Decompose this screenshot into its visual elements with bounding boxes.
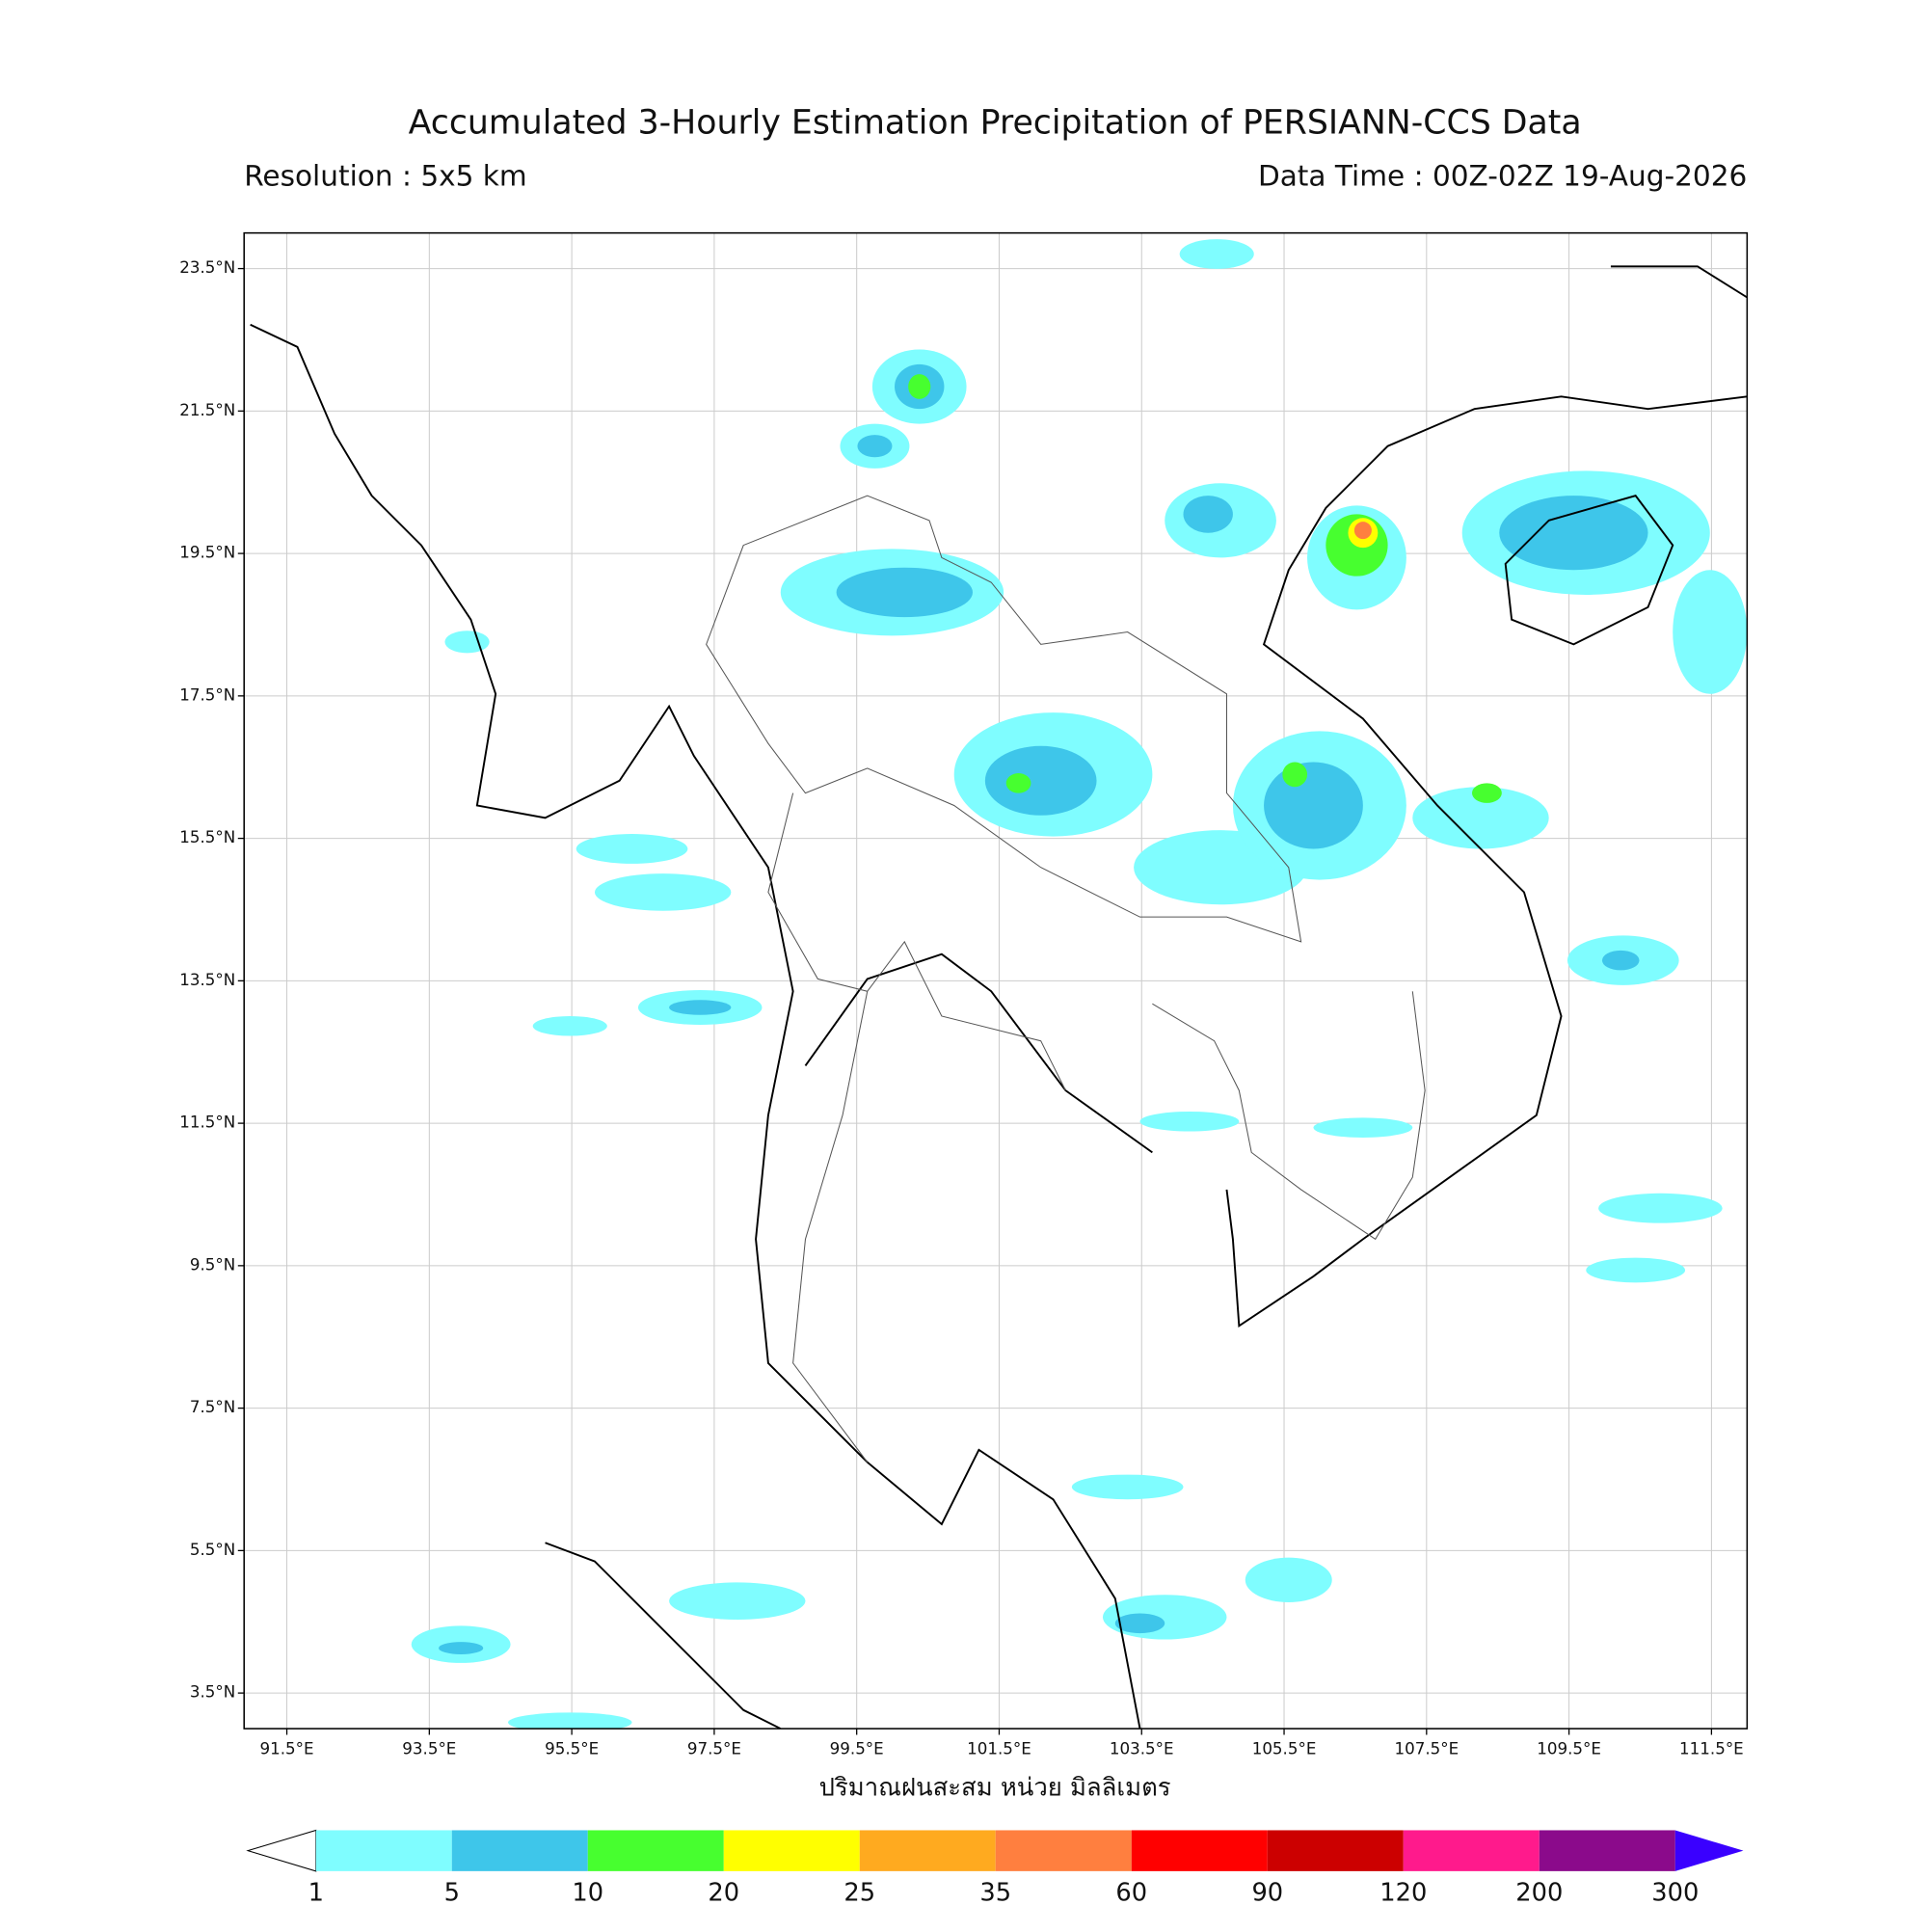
colorbar: 1 5 10 20 25 35 60 90 120 200 300 [246,1829,1744,1908]
x-tick-label: 105.5°E [1252,1738,1317,1758]
y-tick-label: 5.5°N [190,1540,235,1559]
colorbar-bin [1131,1830,1268,1871]
colorbar-label: 25 [844,1879,875,1908]
axis-ticks: 91.5°E 93.5°E 95.5°E 97.5°E 99.5°E 101.5°E 103… [179,257,1743,1758]
x-tick-label: 99.5°E [830,1738,884,1758]
x-tick-label: 111.5°E [1679,1738,1744,1758]
colorbar-bin [995,1830,1132,1871]
y-tick-label: 21.5°N [179,400,235,419]
resolution: Resolution : 5x5 km [244,159,527,192]
x-tick-label: 97.5°E [687,1738,741,1758]
x-tick-label: 103.5°E [1110,1738,1174,1758]
colorbar-bin [723,1830,860,1871]
x-tick-label: 107.5°E [1394,1738,1459,1758]
y-tick-label: 19.5°N [179,543,235,562]
colorbar-label: 300 [1651,1879,1699,1908]
title: Accumulated 3-Hourly Estimation Precipit… [409,104,1582,143]
colorbar-bin [1267,1830,1404,1871]
colorbar-label: 200 [1515,1879,1563,1908]
data-time: Data Time : 00Z-02Z 19-Aug-2026 [1258,159,1747,192]
x-tick-label: 91.5°E [260,1738,314,1758]
colorbar-bin [1403,1830,1540,1871]
y-tick-label: 9.5°N [190,1254,235,1274]
outlines [250,265,1748,1730]
colorbar-bin [587,1830,724,1871]
y-tick-label: 3.5°N [190,1682,235,1702]
y-tick-label: 7.5°N [190,1397,235,1416]
x-tick-label: 101.5°E [967,1738,1031,1758]
y-tick-label: 11.5°N [179,1113,235,1132]
x-tick-label: 93.5°E [402,1738,456,1758]
y-tick-label: 23.5°N [179,257,235,277]
x-tick-label: 109.5°E [1537,1738,1601,1758]
y-tick-label: 17.5°N [179,684,235,704]
colorbar-label: 20 [708,1879,739,1908]
colorbar-bin [859,1830,996,1871]
x-tick-label: 95.5°E [545,1738,599,1758]
y-tick-label: 15.5°N [179,827,235,846]
y-tick-label: 13.5°N [179,970,235,989]
colorbar-bin [315,1830,452,1871]
colorbar-label: 90 [1251,1879,1283,1908]
colorbar-over [1674,1830,1744,1871]
colorbar-under [246,1829,317,1872]
colorbar-bin [1539,1830,1675,1871]
colorbar-label: 1 [308,1879,324,1908]
colorbar-label: 10 [572,1879,603,1908]
colorbar-label: 120 [1379,1879,1427,1908]
precipitation [411,239,1748,1730]
colorbar-label: 35 [979,1879,1011,1908]
x-axis-label: ปริมาณฝนสะสม หน่วย มิลลิเมตร [819,1773,1171,1802]
colorbar-label: 60 [1115,1879,1147,1908]
grid [244,232,1748,1730]
colorbar-bin [451,1830,588,1871]
colorbar-label: 5 [444,1879,460,1908]
